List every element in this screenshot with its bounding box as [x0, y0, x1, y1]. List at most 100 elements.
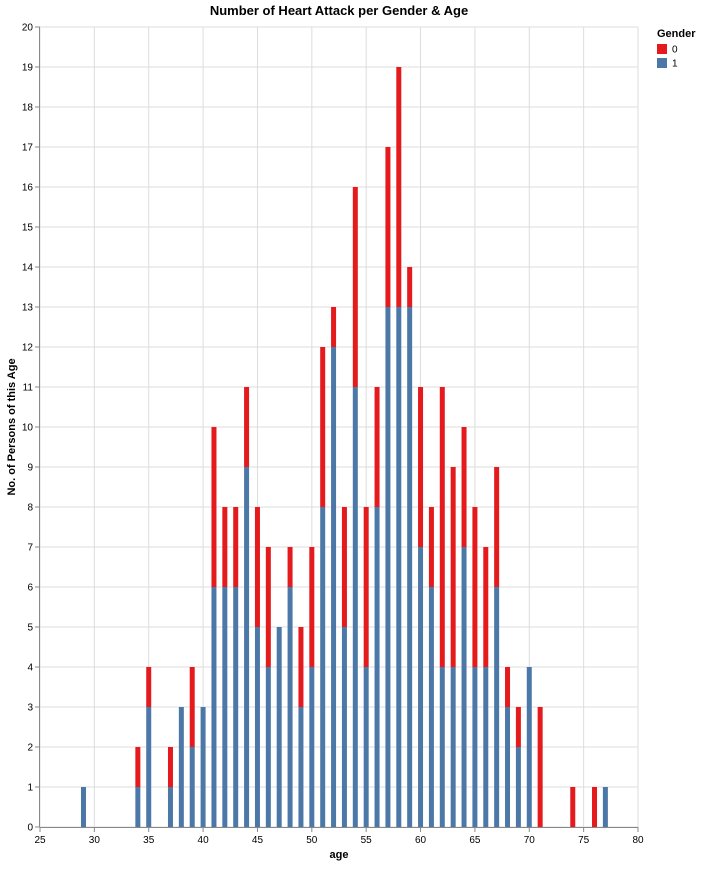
x-tick-label: 40	[198, 835, 210, 846]
y-axis-title: No. of Persons of this Age	[6, 358, 18, 495]
bar-segment-gender-1	[374, 507, 380, 827]
x-tick-label: 70	[524, 835, 536, 846]
bar-segment-gender-0	[254, 507, 260, 627]
bar-segment-gender-0	[592, 787, 598, 827]
bar-segment-gender-0	[515, 707, 521, 747]
bar-segment-gender-1	[428, 587, 434, 827]
bar-segment-gender-1	[80, 787, 86, 827]
bar-segment-gender-0	[472, 507, 478, 667]
bar-segment-gender-0	[450, 467, 456, 667]
bar-segment-gender-1	[526, 667, 532, 827]
bar-segment-gender-1	[298, 707, 304, 827]
bar-segment-gender-1	[483, 667, 489, 827]
y-tick-label: 18	[22, 103, 34, 114]
bar-segment-gender-0	[135, 747, 141, 787]
y-tick-label: 20	[22, 23, 34, 34]
x-tick-label: 65	[469, 835, 481, 846]
y-tick-label: 0	[27, 823, 33, 834]
bar-segment-gender-1	[244, 467, 250, 827]
chart-title: Number of Heart Attack per Gender & Age	[210, 3, 468, 18]
bar-segment-gender-0	[537, 707, 543, 827]
y-tick-label: 16	[22, 183, 34, 194]
bar-segment-gender-1	[418, 547, 424, 827]
y-tick-label: 6	[27, 583, 33, 594]
y-tick-label: 5	[27, 623, 33, 634]
y-tick-label: 17	[22, 143, 34, 154]
bar-segment-gender-0	[461, 427, 467, 547]
bar-segment-gender-1	[276, 627, 282, 827]
bar-segment-gender-1	[450, 667, 456, 827]
x-tick-label: 55	[361, 835, 373, 846]
x-tick-label: 45	[252, 835, 264, 846]
y-tick-label: 14	[22, 263, 34, 274]
bar-segment-gender-0	[570, 787, 576, 827]
x-axis-title: age	[330, 849, 349, 861]
bar-segment-gender-1	[515, 747, 521, 827]
bars	[80, 67, 608, 827]
bar-segment-gender-1	[233, 587, 239, 827]
bar-segment-gender-0	[407, 267, 413, 307]
bar-segment-gender-1	[505, 707, 511, 827]
bar-segment-gender-0	[352, 187, 358, 387]
y-tick-label: 10	[22, 423, 34, 434]
bar-segment-gender-0	[189, 667, 195, 747]
bar-segment-gender-1	[407, 307, 413, 827]
x-tick-label: 60	[415, 835, 427, 846]
bar-segment-gender-0	[341, 507, 347, 627]
x-tick-label: 50	[306, 835, 318, 846]
y-tick-label: 15	[22, 223, 34, 234]
bar-segment-gender-1	[352, 387, 358, 827]
bar-segment-gender-0	[483, 547, 489, 667]
y-tick-label: 1	[27, 783, 33, 794]
y-tick-label: 2	[27, 743, 33, 754]
bar-segment-gender-0	[146, 667, 152, 707]
bar-segment-gender-0	[320, 347, 326, 507]
bar-segment-gender-0	[385, 147, 391, 307]
bar-segment-gender-1	[472, 667, 478, 827]
bar-segment-gender-1	[178, 707, 184, 827]
bar-segment-gender-0	[233, 507, 239, 587]
x-tick-label: 75	[578, 835, 590, 846]
bar-segment-gender-0	[494, 467, 500, 587]
bar-segment-gender-1	[494, 587, 500, 827]
bar-segment-gender-0	[287, 547, 293, 587]
y-tick-label: 8	[27, 503, 33, 514]
legend-label-0: 0	[672, 45, 678, 56]
legend-swatch-1	[657, 58, 667, 68]
y-tick-label: 12	[22, 343, 34, 354]
bar-segment-gender-1	[396, 307, 402, 827]
bar-segment-gender-0	[418, 387, 424, 547]
bar-segment-gender-1	[189, 747, 195, 827]
bar-segment-gender-1	[211, 587, 217, 827]
bar-segment-gender-1	[602, 787, 608, 827]
bar-segment-gender-0	[244, 387, 250, 467]
bar-segment-gender-1	[363, 667, 369, 827]
bar-segment-gender-0	[428, 507, 434, 587]
x-tick-label: 25	[34, 835, 46, 846]
x-tick-label: 80	[632, 835, 644, 846]
bar-segment-gender-1	[200, 707, 206, 827]
legend-swatch-0	[657, 44, 667, 54]
bar-segment-gender-0	[374, 387, 380, 507]
bar-segment-gender-1	[331, 347, 337, 827]
bar-segment-gender-1	[254, 627, 260, 827]
y-tick-label: 3	[27, 703, 33, 714]
bar-segment-gender-0	[331, 307, 337, 347]
bar-segment-gender-0	[505, 667, 511, 707]
y-tick-label: 13	[22, 303, 34, 314]
bar-segment-gender-0	[265, 547, 271, 667]
bar-segment-gender-1	[167, 787, 173, 827]
y-tick-label: 4	[27, 663, 33, 674]
bar-segment-gender-1	[265, 667, 271, 827]
legend-label-1: 1	[672, 59, 678, 70]
y-tick-label: 11	[23, 383, 34, 394]
y-tick-label: 19	[22, 63, 34, 74]
x-tick-label: 30	[89, 835, 101, 846]
bar-segment-gender-1	[146, 707, 152, 827]
y-tick-label: 9	[27, 463, 33, 474]
y-tick-label: 7	[27, 543, 33, 554]
bar-segment-gender-1	[309, 667, 315, 827]
bar-segment-gender-1	[135, 787, 141, 827]
